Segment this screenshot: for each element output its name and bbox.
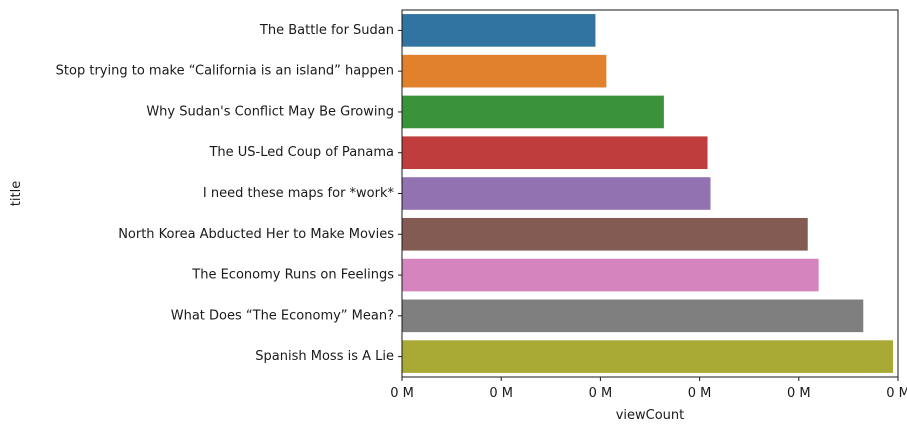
bar — [402, 95, 664, 129]
bar — [402, 14, 596, 47]
y-tick-label: I need these maps for *work* — [203, 186, 395, 201]
x-tick-label: 0 M — [390, 386, 414, 401]
x-tick-label: 0 M — [787, 386, 811, 401]
y-tick-label: The Economy Runs on Feelings — [191, 268, 394, 283]
x-axis-label: viewCount — [616, 408, 685, 423]
bar — [402, 258, 819, 292]
bar — [402, 54, 607, 88]
bar — [402, 136, 708, 170]
y-tick-label: What Does “The Economy” Mean? — [171, 308, 394, 323]
bars-group — [402, 14, 894, 373]
bar — [402, 340, 894, 373]
y-tick-label: Why Sudan's Conflict May Be Growing — [146, 104, 394, 119]
y-tick-label: North Korea Abducted Her to Make Movies — [118, 227, 394, 242]
bar — [402, 177, 711, 210]
x-tick-label: 0 M — [688, 386, 712, 401]
y-tick-label: The Battle for Sudan — [259, 23, 394, 38]
y-tick-label: Spanish Moss is A Lie — [255, 349, 394, 364]
y-tick-labels: The Battle for Sudan Stop trying to make … — [56, 23, 402, 364]
y-axis-label: title — [9, 181, 24, 206]
x-tick-label: 0 M — [886, 386, 907, 401]
x-tick-label: 0 M — [589, 386, 613, 401]
bar — [402, 217, 808, 251]
y-tick-label: Stop trying to make “California is an is… — [56, 64, 394, 79]
y-tick-label: The US-Led Coup of Panama — [208, 145, 394, 160]
x-tick-label: 0 M — [489, 386, 513, 401]
bar — [402, 299, 864, 333]
x-tick-labels: 0 M 0 M 0 M 0 M 0 M 0 M — [390, 377, 907, 401]
